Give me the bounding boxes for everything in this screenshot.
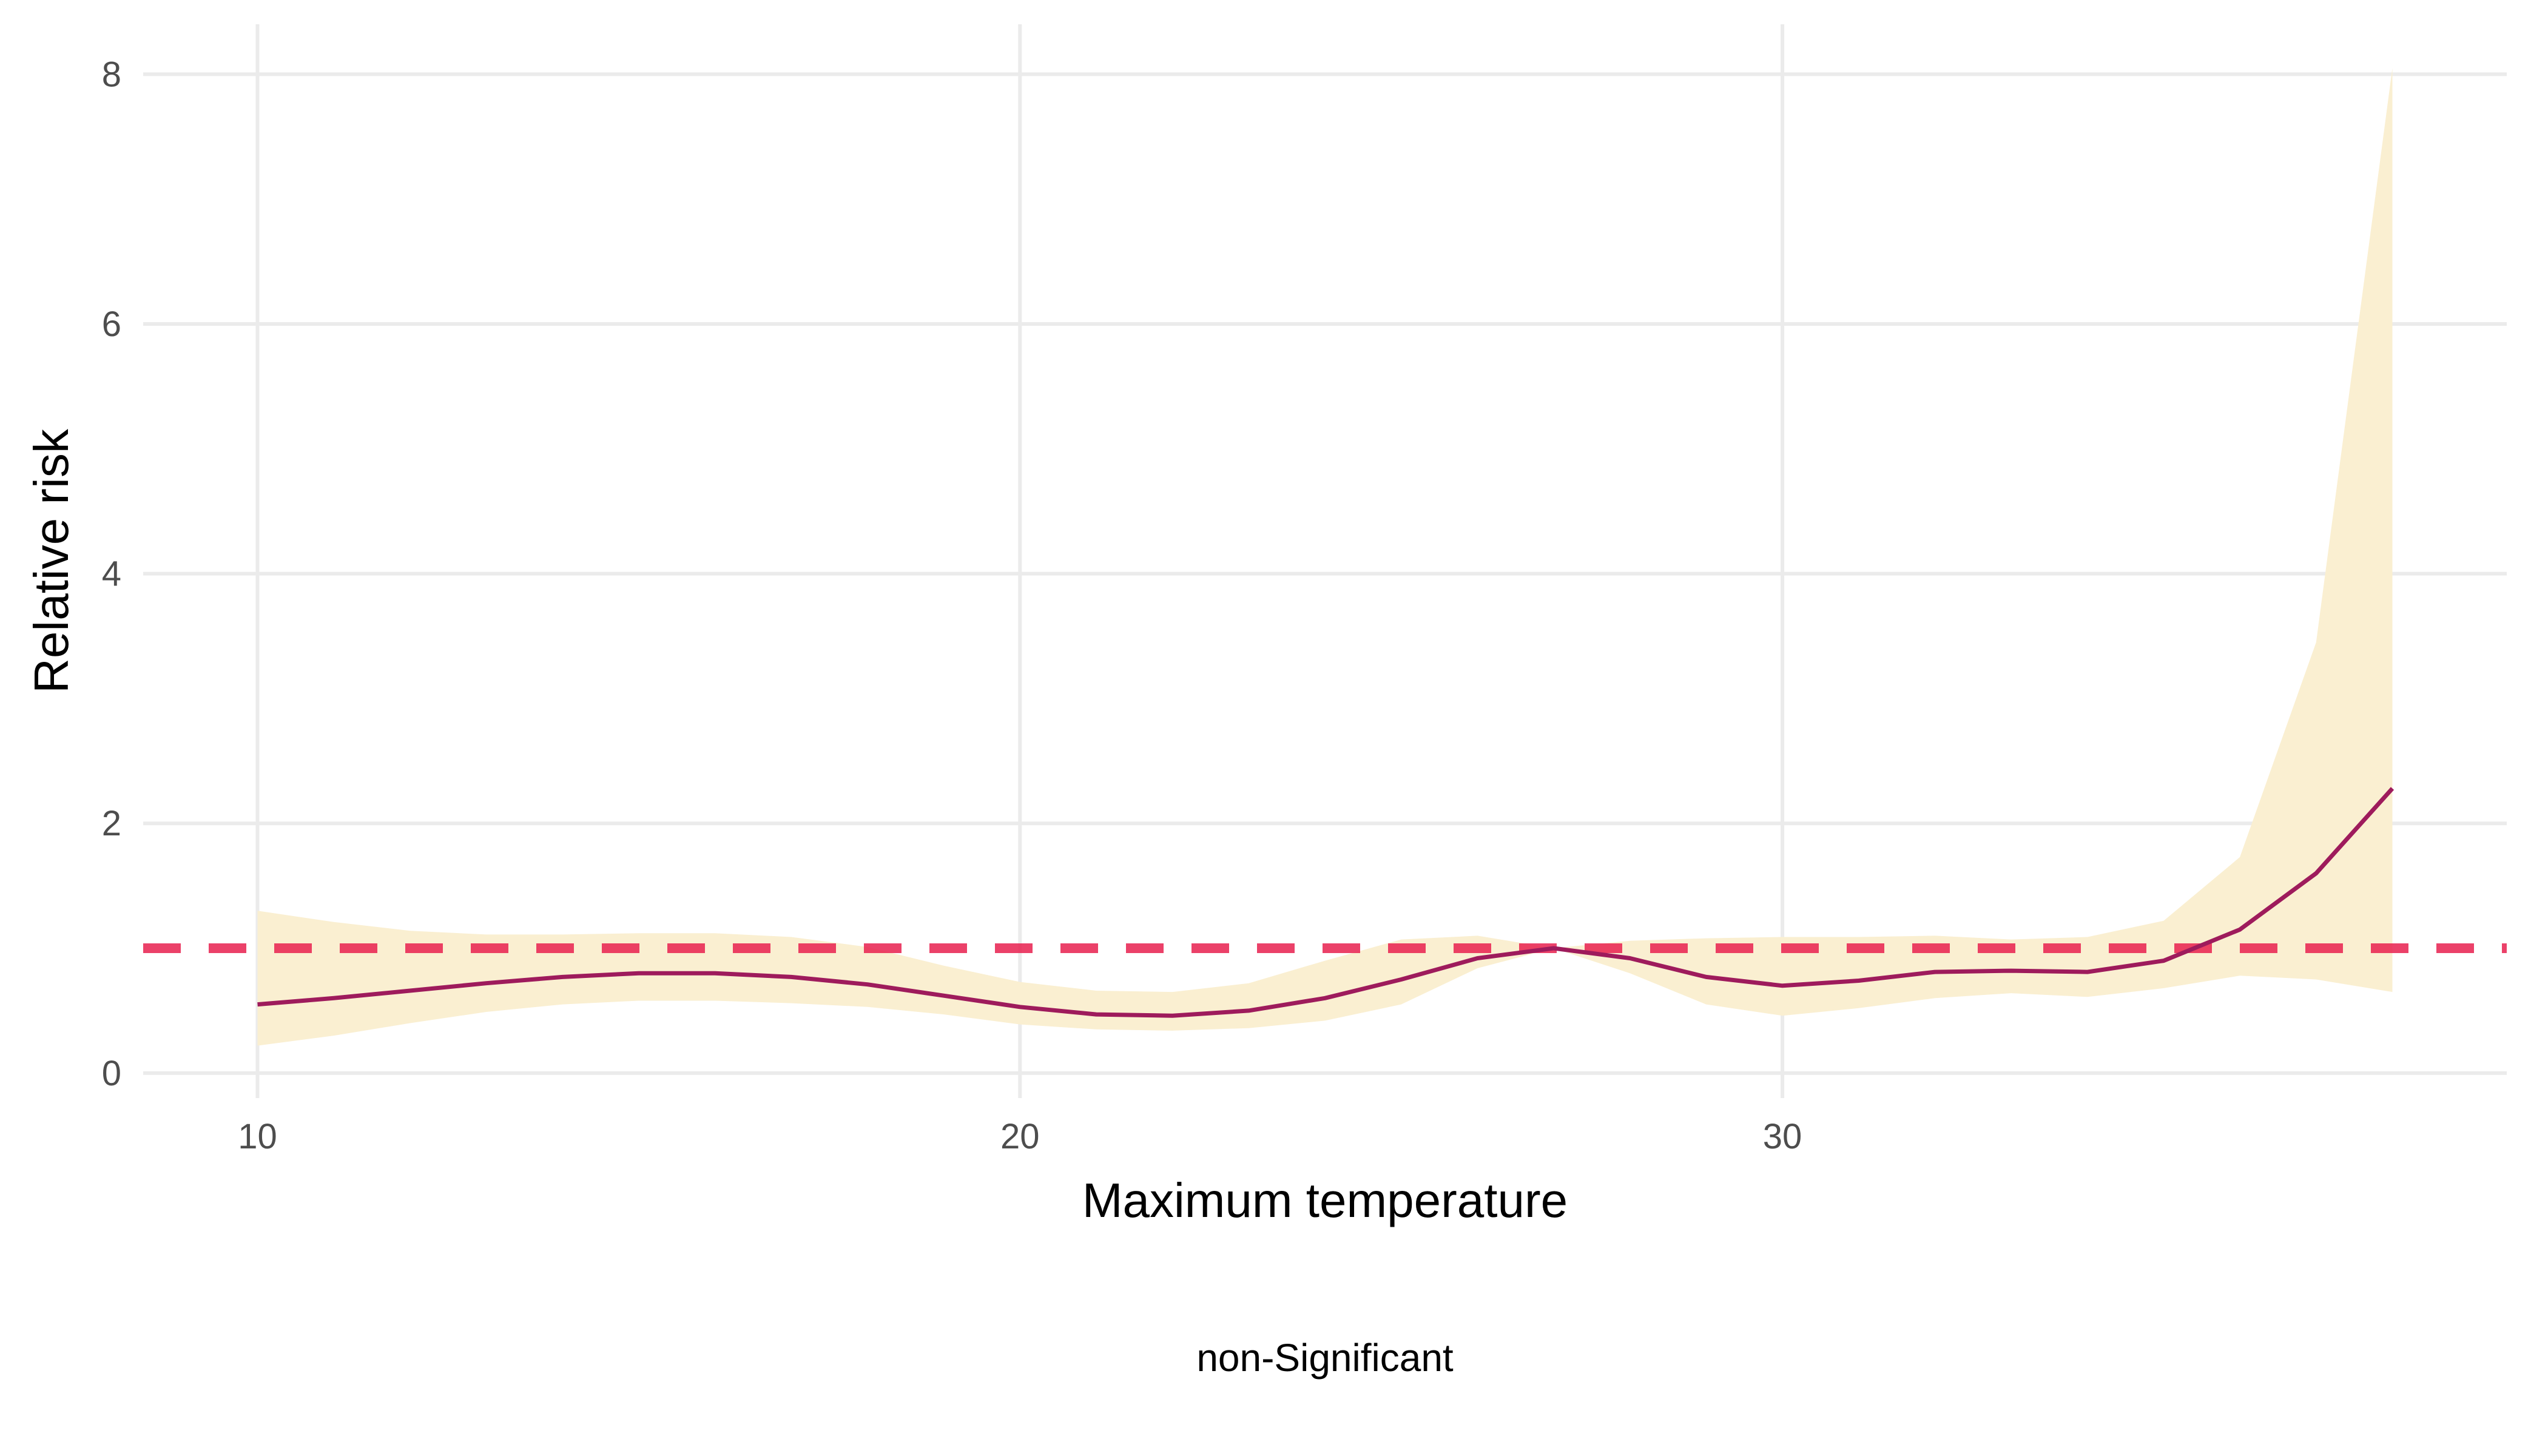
y-gridlines [143,72,2507,1075]
y-tick-label-0: 0 [102,1054,121,1093]
significance-caption: non-Significant [1196,1336,1454,1380]
y-tick-label-8: 8 [102,55,121,94]
x-axis-title: Maximum temperature [1082,1173,1568,1227]
y-tick-label-6: 6 [102,305,121,344]
x-tick-label-30: 30 [1763,1117,1802,1156]
relative-risk-line [257,787,2395,1018]
y-tick-label-4: 4 [102,554,121,594]
y-tick-labels: 0 2 4 6 8 [102,55,121,1093]
x-tick-label-10: 10 [238,1117,277,1156]
x-tick-label-20: 20 [1000,1117,1040,1156]
y-axis-title: Relative risk [24,428,78,693]
confidence-band [257,68,2393,1046]
x-tick-labels: 10 20 30 [238,1117,1802,1156]
y-tick-label-2: 2 [102,804,121,843]
